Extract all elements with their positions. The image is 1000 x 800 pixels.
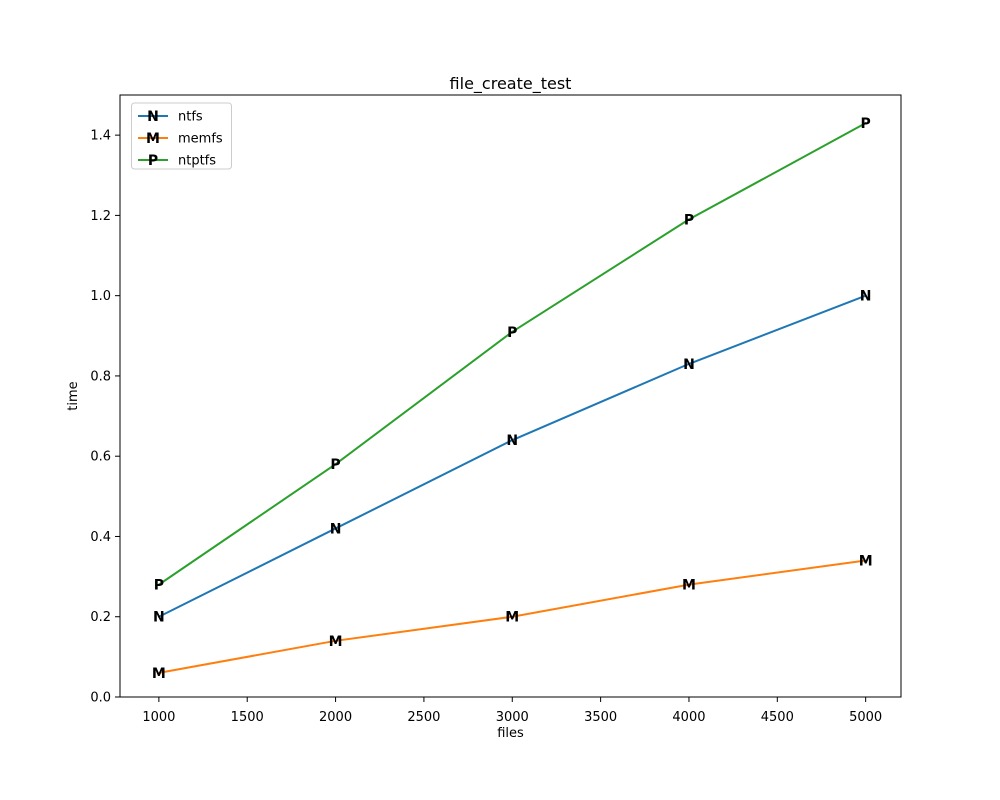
series-line-ntptfs: [157, 122, 867, 586]
series-marker-memfs: M: [682, 578, 696, 594]
x-tick-label: 1500: [231, 710, 264, 725]
series-marker-memfs: M: [152, 666, 166, 682]
series-marker-ntfs: N: [330, 521, 342, 537]
x-axis-label: files: [497, 726, 524, 741]
series-marker-memfs: M: [505, 610, 519, 626]
x-tick-label: 1000: [142, 710, 175, 725]
x-tick-label: 3500: [584, 710, 617, 725]
series-marker-ntfs: N: [506, 433, 518, 449]
series-marker-ntptfs: P: [684, 212, 694, 228]
legend-label: memfs: [178, 132, 223, 147]
series-marker-ntptfs: P: [330, 457, 340, 473]
y-axis-label: time: [66, 381, 81, 410]
chart-title: file_create_test: [450, 74, 572, 94]
series-line-memfs: [157, 559, 867, 674]
legend-box: [131, 102, 232, 170]
legend-swatch-marker: P: [148, 153, 158, 169]
series-marker-ntfs: N: [153, 610, 165, 626]
legend-label: ntptfs: [178, 154, 216, 169]
series-marker-ntfs: N: [860, 289, 872, 305]
y-tick-label: 0.0: [90, 691, 111, 706]
y-tick-label: 0.8: [90, 369, 111, 384]
series-marker-ntptfs: P: [861, 116, 871, 132]
x-tick-label: 2000: [319, 710, 352, 725]
x-tick-label: 4500: [761, 710, 794, 725]
y-tick-label: 0.2: [90, 610, 111, 625]
y-tick-label: 1.0: [90, 289, 111, 304]
legend-swatch-marker: N: [147, 109, 159, 125]
y-tick-label: 1.2: [90, 209, 111, 224]
series-line-ntfs: [157, 294, 867, 618]
series-marker-memfs: M: [329, 634, 343, 650]
x-tick-label: 2500: [407, 710, 440, 725]
series-marker-ntptfs: P: [154, 578, 164, 594]
x-tick-label: 3000: [496, 710, 529, 725]
y-tick-label: 1.4: [90, 129, 111, 144]
x-tick-label: 4000: [672, 710, 705, 725]
series-marker-ntfs: N: [683, 357, 695, 373]
legend-swatch-marker: M: [146, 131, 160, 147]
y-tick-label: 0.6: [90, 450, 111, 465]
series-marker-memfs: M: [859, 554, 873, 570]
y-tick-label: 0.4: [90, 530, 111, 545]
series-marker-ntptfs: P: [507, 325, 517, 341]
x-tick-label: 5000: [849, 710, 882, 725]
legend-label: ntfs: [178, 110, 203, 125]
plot-area-border: [119, 94, 902, 698]
